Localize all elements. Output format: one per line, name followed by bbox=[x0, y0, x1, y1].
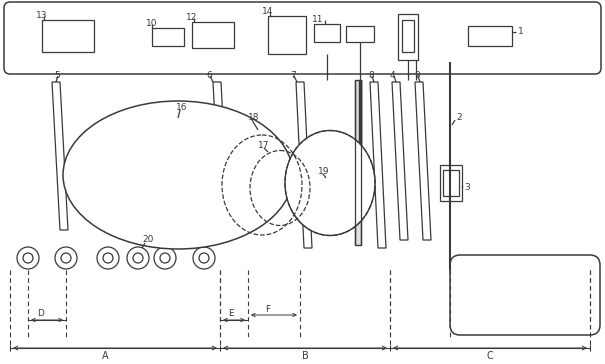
Text: B: B bbox=[302, 351, 309, 361]
Text: 19: 19 bbox=[318, 167, 330, 177]
Circle shape bbox=[133, 253, 143, 263]
Text: F: F bbox=[265, 305, 270, 313]
Bar bbox=[42, 20, 94, 52]
Circle shape bbox=[193, 247, 215, 269]
Ellipse shape bbox=[285, 131, 375, 236]
Text: 5: 5 bbox=[54, 71, 60, 80]
Text: 8: 8 bbox=[368, 71, 374, 80]
FancyBboxPatch shape bbox=[4, 2, 601, 74]
Circle shape bbox=[61, 253, 71, 263]
Circle shape bbox=[127, 247, 149, 269]
Circle shape bbox=[97, 247, 119, 269]
Text: 18: 18 bbox=[248, 114, 260, 123]
Bar bbox=[268, 16, 306, 54]
Text: 6: 6 bbox=[206, 71, 212, 80]
Text: 1: 1 bbox=[518, 28, 524, 36]
Bar bbox=[468, 26, 512, 46]
Text: 10: 10 bbox=[146, 20, 157, 28]
Bar bbox=[402, 20, 414, 52]
Text: 2: 2 bbox=[456, 114, 462, 123]
Circle shape bbox=[23, 253, 33, 263]
Circle shape bbox=[55, 247, 77, 269]
Text: 7: 7 bbox=[290, 71, 296, 80]
Text: 20: 20 bbox=[142, 236, 154, 245]
Circle shape bbox=[17, 247, 39, 269]
Circle shape bbox=[199, 253, 209, 263]
Bar bbox=[355, 80, 361, 245]
Text: 3: 3 bbox=[464, 183, 469, 193]
Text: 4: 4 bbox=[390, 71, 396, 80]
Circle shape bbox=[154, 247, 176, 269]
Text: 13: 13 bbox=[36, 12, 48, 20]
Text: 11: 11 bbox=[312, 16, 324, 24]
Text: 12: 12 bbox=[186, 13, 197, 23]
Bar bbox=[346, 26, 374, 42]
Text: C: C bbox=[486, 351, 493, 361]
Bar bbox=[192, 22, 234, 48]
Bar bbox=[152, 28, 184, 46]
Bar bbox=[314, 24, 340, 42]
Text: 16: 16 bbox=[176, 103, 188, 112]
Ellipse shape bbox=[63, 101, 293, 249]
Text: A: A bbox=[102, 351, 108, 361]
Circle shape bbox=[160, 253, 170, 263]
Text: E: E bbox=[228, 309, 234, 318]
Text: D: D bbox=[37, 309, 44, 318]
Bar bbox=[443, 170, 459, 196]
Bar bbox=[440, 165, 462, 201]
Polygon shape bbox=[52, 82, 68, 230]
Bar bbox=[398, 14, 418, 60]
Text: 17: 17 bbox=[258, 141, 269, 150]
Text: 14: 14 bbox=[262, 8, 273, 16]
Text: 9: 9 bbox=[414, 71, 420, 80]
Circle shape bbox=[103, 253, 113, 263]
FancyBboxPatch shape bbox=[450, 255, 600, 335]
